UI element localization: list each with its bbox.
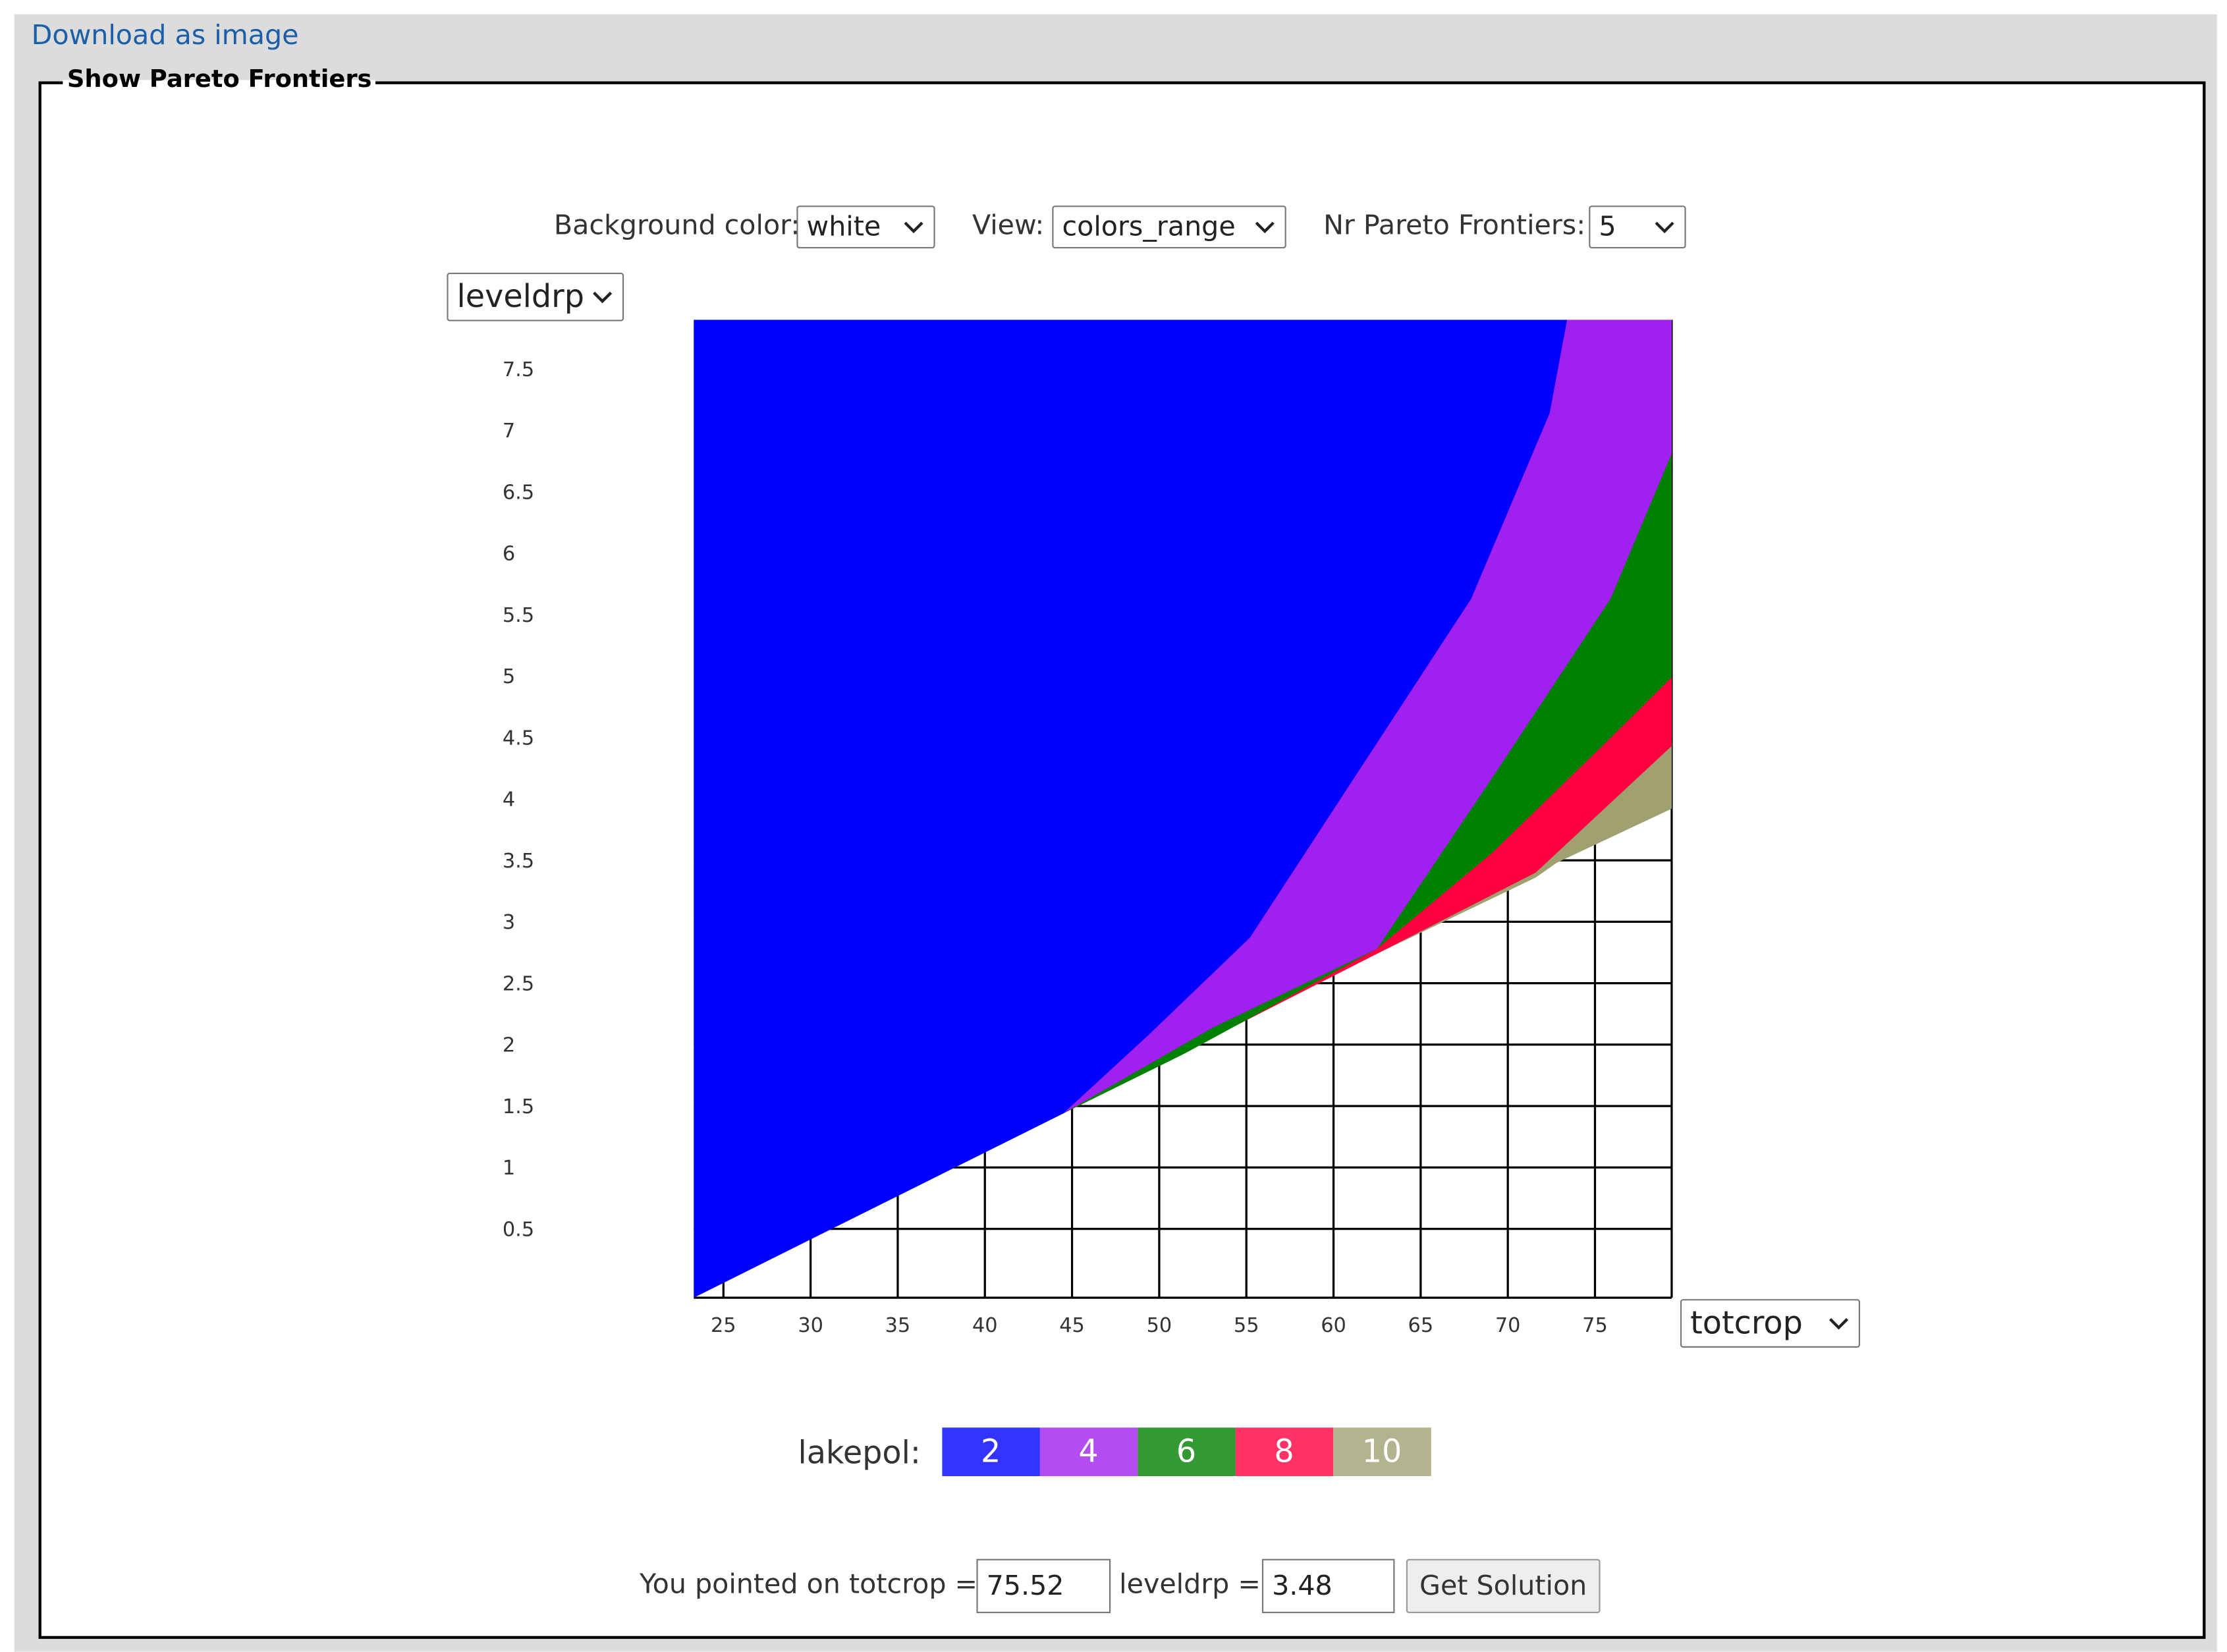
y-tick-label: 1 xyxy=(503,1157,515,1180)
x-tick-label: 45 xyxy=(1059,1314,1085,1337)
y-tick-label: 3.5 xyxy=(503,850,534,873)
y-tick-label: 1.5 xyxy=(503,1095,534,1118)
background-select[interactable]: white xyxy=(796,206,935,249)
select-value: leveldrp xyxy=(456,279,585,315)
download-link[interactable]: Download as image xyxy=(31,20,299,52)
pointer-text: You pointed on totcrop = xyxy=(639,1568,978,1601)
chevron xyxy=(1655,221,1674,234)
x-axis-select[interactable]: totcrop xyxy=(1680,1299,1861,1348)
chevron xyxy=(904,221,923,234)
x-tick-label: 75 xyxy=(1582,1314,1608,1337)
legend-label: 10 xyxy=(1362,1433,1402,1470)
legend-swatch xyxy=(1138,1427,1236,1476)
x-tick-label: 25 xyxy=(711,1314,736,1337)
y-tick-label: 5 xyxy=(503,665,515,688)
y-tick-label: 7.5 xyxy=(503,358,534,381)
legend-label: 6 xyxy=(1176,1433,1196,1470)
chevron xyxy=(1828,1318,1849,1330)
x-tick-label: 65 xyxy=(1408,1314,1434,1337)
y-tick-label: 6.5 xyxy=(503,481,534,504)
legend-swatch xyxy=(1039,1427,1138,1476)
y-tick-label: 3 xyxy=(503,911,515,934)
y-axis-select[interactable]: leveldrp xyxy=(447,272,624,321)
chevron xyxy=(593,291,613,304)
y-tick-label: 7 xyxy=(503,420,515,443)
x-tick-label: 70 xyxy=(1495,1314,1521,1337)
x-tick-label: 40 xyxy=(972,1314,998,1337)
select-value: white xyxy=(806,211,881,243)
y-tick-label: 5.5 xyxy=(503,604,534,627)
panel-title: Show Pareto Frontiers xyxy=(63,65,376,95)
x-tick-label: 55 xyxy=(1234,1314,1259,1337)
legend-title: lakepol: xyxy=(798,1435,920,1471)
y-tick-label: 4 xyxy=(503,788,515,812)
x-tick-label: 50 xyxy=(1147,1314,1172,1337)
frontier-area xyxy=(694,319,1568,1298)
legend-label: 2 xyxy=(981,1433,1001,1470)
frontiers-select[interactable]: 5 xyxy=(1589,206,1686,249)
legend-label: 8 xyxy=(1274,1433,1294,1470)
input-value: 75.52 xyxy=(986,1570,1064,1602)
x-tick-label: 30 xyxy=(798,1314,823,1337)
frontiers-label: Nr Pareto Frontiers: xyxy=(1323,209,1586,242)
get-solution-button[interactable]: Get Solution xyxy=(1406,1558,1601,1614)
chevron xyxy=(1255,221,1275,234)
select-value: colors_range xyxy=(1062,211,1236,243)
x-tick-label: 60 xyxy=(1321,1314,1346,1337)
view-label: View: xyxy=(972,209,1045,242)
y-tick-label: 2 xyxy=(503,1034,515,1057)
y-tick-label: 0.5 xyxy=(503,1218,534,1241)
y-input[interactable]: 3.48 xyxy=(1261,1558,1395,1614)
select-value: 5 xyxy=(1599,211,1616,243)
legend-label: 4 xyxy=(1078,1433,1098,1470)
legend-swatch xyxy=(1333,1427,1431,1476)
y-tick-label: 2.5 xyxy=(503,972,534,995)
x-input[interactable]: 75.52 xyxy=(976,1558,1111,1614)
y-tick-label: 4.5 xyxy=(503,727,534,750)
y-tick-label: 6 xyxy=(503,543,515,566)
legend-swatch xyxy=(942,1427,1040,1476)
input-value: 3.48 xyxy=(1272,1570,1333,1602)
x-tick-label: 35 xyxy=(885,1314,911,1337)
view-select[interactable]: colors_range xyxy=(1052,206,1286,249)
pointer-text: leveldrp = xyxy=(1119,1568,1261,1601)
legend-swatch xyxy=(1235,1427,1334,1476)
background-label: Background color: xyxy=(553,209,800,242)
select-value: totcrop xyxy=(1690,1306,1803,1342)
